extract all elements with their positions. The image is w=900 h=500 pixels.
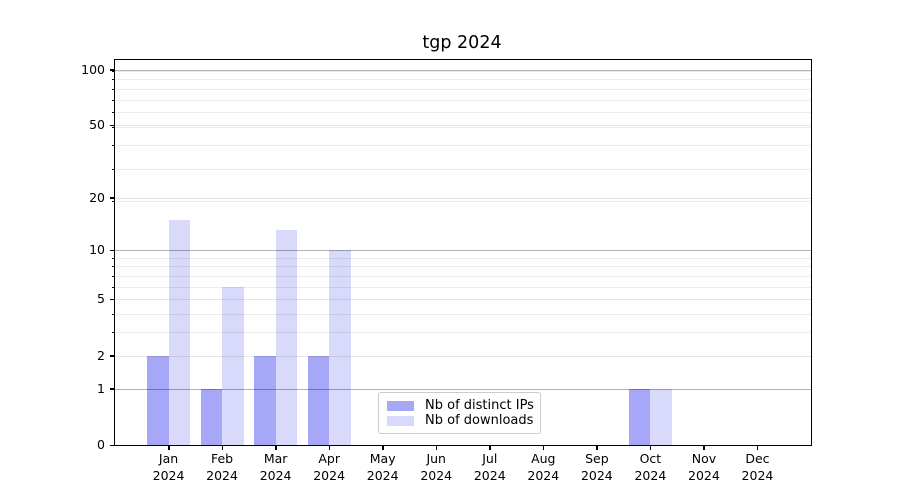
y-tick-20 — [110, 197, 114, 199]
y-minor-tick — [112, 145, 114, 147]
y-tick-2 — [110, 355, 114, 357]
minor-gridline — [115, 99, 811, 101]
x-tick-may — [382, 446, 384, 450]
y-minor-tick — [112, 70, 114, 72]
x-tick-feb — [221, 446, 224, 450]
x-tick-label-mar: Mar 2024 — [259, 451, 292, 483]
y-tick-10 — [110, 249, 114, 252]
y-tick-label-0: 0 — [97, 437, 105, 452]
x-tick-aug — [542, 446, 545, 450]
y-tick-label-20: 20 — [89, 189, 105, 205]
legend-label-downloads: Nb of downloads — [425, 413, 534, 428]
bar-ips-feb — [200, 388, 223, 445]
x-tick-label-aug: Aug 2024 — [527, 451, 560, 483]
x-tick-dec — [756, 446, 759, 450]
y-tick-label-1: 1 — [97, 380, 105, 396]
y-minor-tick — [112, 314, 114, 316]
y-tick-1 — [110, 388, 114, 390]
gridline-y-50 — [115, 125, 811, 127]
minor-gridline — [115, 126, 811, 128]
x-tick-apr — [328, 446, 331, 450]
x-tick-oct — [649, 446, 652, 450]
legend: Nb of distinct IPs Nb of downloads — [378, 392, 541, 434]
bar-ips-apr — [307, 355, 330, 445]
minor-gridline — [115, 314, 811, 316]
y-tick-0 — [110, 444, 114, 446]
minor-gridline — [115, 286, 811, 288]
plot-area: Nb of distinct IPs Nb of downloads 0 1 2 5 1… — [81, 59, 812, 483]
y-minor-tick — [112, 99, 114, 101]
minor-gridline — [115, 332, 811, 334]
y-minor-tick — [112, 112, 114, 114]
x-tick-label-sep: Sep 2024 — [580, 451, 613, 483]
y-tick-100 — [110, 69, 114, 71]
x-tick-jun — [435, 446, 438, 450]
x-tick-label-jun: Jun 2024 — [420, 451, 453, 483]
y-minor-tick — [112, 79, 114, 81]
y-minor-tick — [112, 88, 114, 90]
minor-gridline — [115, 168, 811, 170]
x-tick-label-nov: Nov 2024 — [688, 451, 720, 483]
x-tick-mar — [275, 446, 277, 450]
y-tick-50 — [110, 124, 114, 127]
x-tick-label-jul: Jul 2024 — [473, 451, 506, 483]
y-minor-tick — [112, 286, 114, 288]
y-minor-tick — [112, 168, 114, 170]
bar-downloads-apr — [329, 250, 351, 445]
y-tick-label-5: 5 — [97, 291, 105, 307]
minor-gridline — [115, 257, 811, 259]
y-minor-tick — [112, 257, 114, 259]
x-tick-label-oct: Oct 2024 — [634, 451, 667, 483]
bar-downloads-feb — [222, 286, 244, 445]
bar-downloads-jan — [168, 219, 191, 445]
legend-entry-distinct-ips: Nb of distinct IPs — [387, 398, 534, 413]
y-minor-tick — [112, 266, 114, 268]
x-tick-label-jan: Jan 2024 — [152, 451, 185, 483]
gridline-y-2 — [115, 355, 811, 357]
legend-entry-downloads: Nb of downloads — [387, 413, 534, 428]
y-tick-label-2: 2 — [97, 347, 105, 363]
x-tick-jan — [168, 446, 170, 450]
x-tick-jul — [489, 446, 491, 450]
y-tick-label-50: 50 — [89, 117, 105, 133]
y-tick-5 — [110, 298, 114, 301]
x-tick-label-feb: Feb 2024 — [206, 451, 238, 483]
minor-gridline — [115, 88, 811, 90]
y-minor-tick — [112, 126, 114, 128]
gridline-y-100 — [115, 69, 811, 71]
minor-gridline — [115, 266, 811, 268]
y-minor-tick — [112, 201, 114, 203]
minor-gridline — [115, 70, 811, 72]
bar-ips-mar — [254, 355, 276, 445]
minor-gridline — [115, 79, 811, 81]
minor-gridline — [115, 201, 811, 203]
x-tick-sep — [596, 446, 598, 450]
gridline-y-10 — [115, 250, 811, 252]
gridline-y-20 — [115, 197, 811, 199]
minor-gridline — [115, 275, 811, 277]
legend-swatch-downloads-icon — [387, 415, 414, 426]
gridline-y-1 — [115, 388, 811, 390]
x-tick-label-apr: Apr 2024 — [313, 451, 346, 483]
gridline-y-5 — [115, 299, 811, 301]
legend-swatch-distinct-ips-icon — [387, 400, 414, 411]
y-minor-tick — [112, 275, 114, 277]
chart-title: tgp 2024 — [422, 33, 502, 53]
bar-ips-jan — [147, 355, 169, 445]
x-tick-label-may: May 2024 — [366, 451, 399, 483]
bar-downloads-mar — [275, 230, 298, 445]
y-minor-tick — [112, 332, 114, 334]
minor-gridline — [115, 145, 811, 147]
minor-gridline — [115, 112, 811, 114]
legend-label-distinct-ips: Nb of distinct IPs — [425, 398, 534, 413]
bar-ips-oct — [628, 388, 651, 445]
y-tick-label-10: 10 — [89, 242, 105, 258]
x-tick-label-dec: Dec 2024 — [741, 451, 774, 483]
bar-downloads-oct — [650, 388, 672, 445]
x-tick-nov — [703, 446, 705, 450]
y-tick-label-100: 100 — [81, 61, 105, 77]
